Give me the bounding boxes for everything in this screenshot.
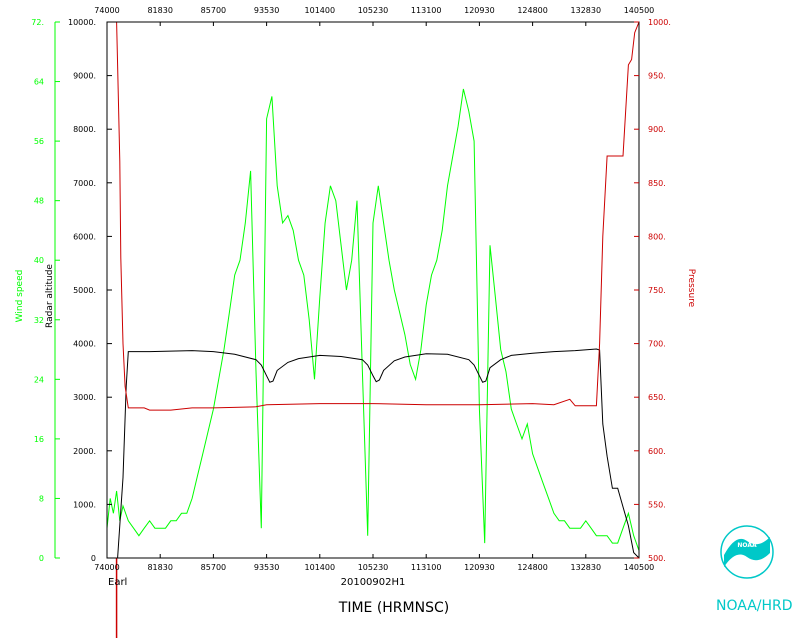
wind-axis-title: Wind speed [15,270,25,323]
x-axis-title: TIME (HRMNSC) [338,600,449,616]
x-tick-label-top: 74000 [94,6,119,15]
altitude-tick-label: 4000. [73,340,96,349]
wind-tick-label: 40 [34,256,44,265]
pressure-tick-label: 900. [648,125,666,134]
wind-tick-label: 24 [34,375,44,384]
pressure-tick-label: 700. [648,340,666,349]
wind-tick-label: 8 [39,494,44,503]
x-tick-label-bottom: 105230 [358,563,389,572]
x-tick-label-bottom: 113100 [411,563,442,572]
wind-series-line [106,88,640,551]
altitude-tick-label: 5000. [73,286,96,295]
noaa-logo-ring [720,525,774,579]
x-tick-label-bottom: 101400 [305,563,336,572]
x-tick-label-top: 113100 [411,6,442,15]
altitude-tick-label: 6000. [73,232,96,241]
x-tick-label-bottom: 124800 [517,563,548,572]
flight-id-label: 20100902H1 [341,577,406,588]
x-tick-label-top: 124800 [517,6,548,15]
altitude-tick-label: 3000. [73,393,96,402]
pressure-tick-label: 650. [648,393,666,402]
pressure-tick-label: 750. [648,286,666,295]
pressure-tick-label: 500. [648,554,666,563]
x-tick-label-top: 120930 [464,6,495,15]
pressure-tick-label: 850. [648,179,666,188]
x-tick-label-top: 101400 [305,6,336,15]
altitude-tick-label: 1000. [73,500,96,509]
x-tick-label-top: 93530 [254,6,279,15]
altitude-tick-label: 8000. [73,125,96,134]
x-tick-label-top: 132830 [571,6,602,15]
x-tick-label-bottom: 85700 [201,563,226,572]
pressure-tick-label: 950. [648,72,666,81]
wind-tick-label: 32 [34,316,44,325]
x-tick-label-bottom: 140500 [624,563,655,572]
x-tick-label-top: 105230 [358,6,389,15]
wind-tick-label: 0 [39,554,44,563]
pressure-tick-label: 550. [648,500,666,509]
plot-frame [106,21,640,559]
altitude-tick-label: 7000. [73,179,96,188]
noaa-logo-bird [724,537,770,567]
wind-tick-label: 48 [34,197,44,206]
storm-name-label: Earl [108,577,127,588]
agency-label: NOAA/HRD [716,598,793,614]
x-tick-label-bottom: 74000 [94,563,119,572]
altitude-tick-label: 9000. [73,72,96,81]
x-tick-label-top: 140500 [624,6,655,15]
altitude-tick-label: 2000. [73,447,96,456]
x-tick-label-bottom: 81830 [147,563,172,572]
x-tick-label-bottom: 120930 [464,563,495,572]
noaa-logo: NOAA [720,525,774,579]
wind-tick-label: 16 [34,435,44,444]
pressure-axis-title: Pressure [686,269,696,308]
x-tick-label-bottom: 93530 [254,563,279,572]
altitude-tick-label: 0 [91,554,96,563]
wind-tick-label: 64 [34,78,44,87]
wind-tick-label: 56 [34,137,44,146]
pressure-tick-label: 600. [648,447,666,456]
pressure-tick-label: 1000. [648,18,671,27]
noaa-logo-text: NOAA [737,542,757,549]
altitude-tick-label: 10000. [68,18,96,27]
wind-tick-label: 72. [31,18,44,27]
x-tick-label-bottom: 132830 [571,563,602,572]
x-tick-label-top: 81830 [147,6,172,15]
x-tick-label-top: 85700 [201,6,226,15]
altitude-axis-title: Radar altitude [45,264,55,328]
pressure-tick-label: 800. [648,232,666,241]
pressure-series-line [107,21,640,411]
altitude-series-line [107,348,640,559]
